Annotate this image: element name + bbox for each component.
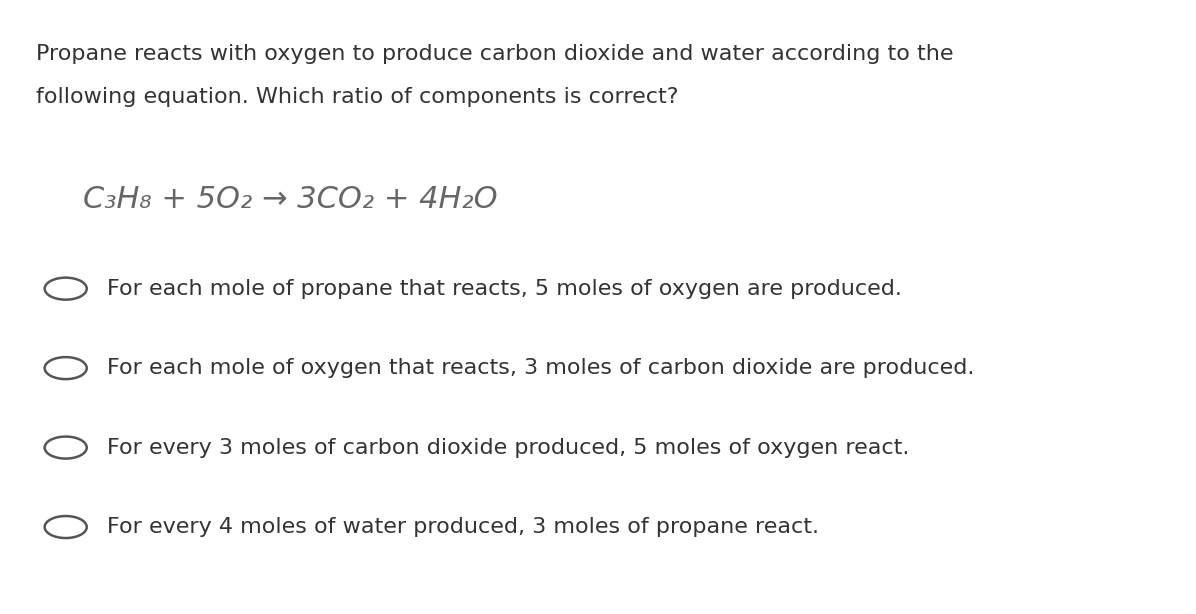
- Text: For each mole of oxygen that reacts, 3 moles of carbon dioxide are produced.: For each mole of oxygen that reacts, 3 m…: [106, 358, 974, 378]
- Text: C₃H₈ + 5O₂ → 3CO₂ + 4H₂O: C₃H₈ + 5O₂ → 3CO₂ + 4H₂O: [84, 185, 498, 214]
- Text: Propane reacts with oxygen to produce carbon dioxide and water according to the: Propane reacts with oxygen to produce ca…: [36, 44, 954, 64]
- Text: following equation. Which ratio of components is correct?: following equation. Which ratio of compo…: [36, 87, 679, 107]
- Text: For each mole of propane that reacts, 5 moles of oxygen are produced.: For each mole of propane that reacts, 5 …: [106, 279, 902, 298]
- Text: For every 4 moles of water produced, 3 moles of propane react.: For every 4 moles of water produced, 3 m…: [106, 517, 818, 537]
- Text: For every 3 moles of carbon dioxide produced, 5 moles of oxygen react.: For every 3 moles of carbon dioxide prod…: [106, 438, 909, 457]
